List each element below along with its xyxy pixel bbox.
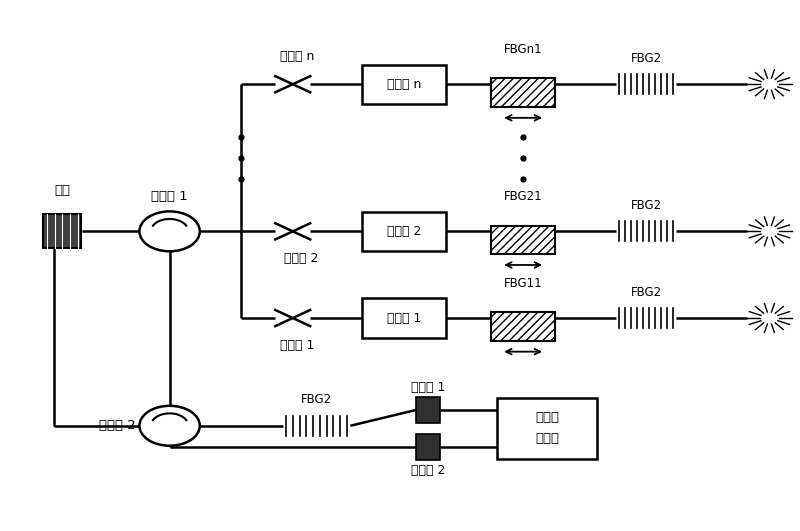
Text: 吸收池 1: 吸收池 1 [386,312,421,324]
Text: 环形器 1: 环形器 1 [151,191,188,203]
Bar [43,215,82,249]
Text: 光开关 1: 光开关 1 [279,339,314,352]
Bar [491,79,555,107]
Bar [491,226,555,254]
Bar [491,312,555,341]
Text: FBG2: FBG2 [301,393,332,406]
Text: FBGn1: FBGn1 [504,43,542,56]
Text: FBG21: FBG21 [504,190,542,203]
Text: 探测器 1: 探测器 1 [410,381,445,394]
Bar [362,298,446,338]
Text: FBG11: FBG11 [504,277,542,290]
Text: 光开关 n: 光开关 n [279,50,314,63]
Text: 吸收池 n: 吸收池 n [386,78,421,91]
Text: 光开关 2: 光开关 2 [283,252,318,266]
Text: 吸收池 2: 吸收池 2 [386,225,421,238]
Bar [416,434,440,460]
Bar [362,65,446,104]
Text: FBG2: FBG2 [630,52,662,65]
Bar [498,398,597,459]
Bar [416,397,440,423]
Text: FBG2: FBG2 [630,199,662,212]
Text: FBG2: FBG2 [630,286,662,298]
Text: 信号处
理单元: 信号处 理单元 [535,412,559,446]
Text: 光源: 光源 [54,184,70,197]
Text: 环形器 2: 环形器 2 [98,419,135,432]
Text: 探测器 2: 探测器 2 [410,464,445,477]
Bar [362,212,446,251]
